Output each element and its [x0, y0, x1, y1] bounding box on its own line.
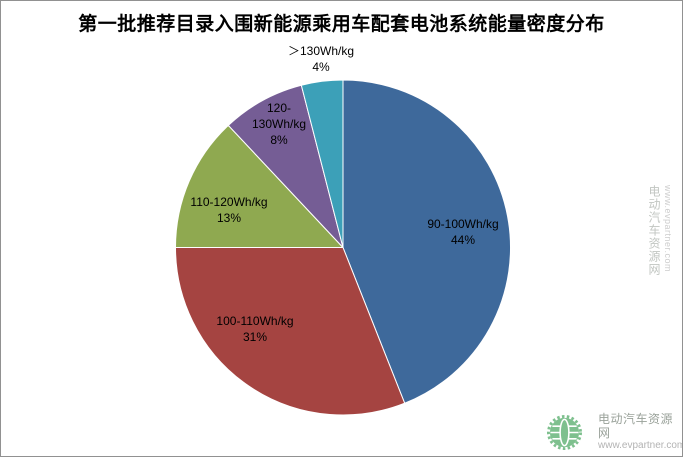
slice-label-3: 120-130Wh/kg 8%	[241, 100, 317, 148]
pie-slice-4	[300, 79, 344, 248]
slice-label-pct: 8%	[270, 133, 288, 147]
chart-title: 第一批推荐目录入围新能源乘用车配套电池系统能量密度分布	[78, 14, 605, 35]
slice-label-0: 90-100Wh/kg 44%	[427, 216, 498, 248]
slice-label-1: 100-110Wh/kg 31%	[216, 313, 293, 345]
evpartner-logo-text: 电动汽车资源网	[598, 412, 674, 440]
evpartner-logo-url: www.evpartner.com	[598, 440, 683, 451]
slice-label-4: ＞130Wh/kg 4%	[288, 43, 354, 75]
evpartner-logo: 电动汽车资源网 www.evpartner.com	[547, 412, 683, 452]
slice-label-text: 120-130Wh/kg	[251, 101, 307, 131]
slice-label-pct: 31%	[242, 330, 268, 344]
slice-label-text: ＞130Wh/kg	[287, 44, 355, 58]
slice-label-pct: 13%	[216, 211, 242, 225]
slice-label-text: 110-120Wh/kg	[190, 195, 268, 209]
side-watermark: 电动汽车资源网 www.evpartner.com	[646, 185, 673, 285]
slice-label-2: 110-120Wh/kg 13%	[190, 194, 267, 226]
slice-label-text: 100-110Wh/kg	[216, 314, 294, 328]
side-watermark-text: 电动汽车资源网	[647, 185, 661, 276]
pie-slice-2	[175, 124, 344, 248]
slice-label-text: 90-100Wh/kg	[427, 217, 499, 231]
slice-label-pct: 4%	[312, 60, 330, 74]
evpartner-logo-icon	[547, 414, 582, 450]
side-watermark-url: www.evpartner.com	[663, 185, 673, 273]
pie-slice-1	[175, 247, 406, 416]
evpartner-logo-textblock: 电动汽车资源网 www.evpartner.com	[598, 412, 683, 452]
pie-slice-0	[342, 79, 511, 404]
slice-label-pct: 44%	[450, 233, 476, 247]
